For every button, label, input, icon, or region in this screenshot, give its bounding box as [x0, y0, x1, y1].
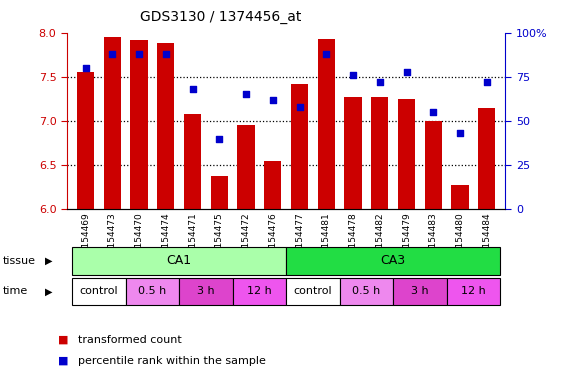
- Text: control: control: [293, 286, 332, 296]
- Bar: [264, 161, 281, 209]
- Point: [81, 65, 90, 71]
- Text: 12 h: 12 h: [247, 286, 272, 296]
- Text: ▶: ▶: [45, 256, 52, 266]
- Point: [456, 130, 465, 136]
- Text: control: control: [80, 286, 118, 296]
- Text: tissue: tissue: [3, 256, 36, 266]
- Point: [268, 97, 277, 103]
- Bar: [103, 37, 121, 209]
- Bar: [451, 185, 469, 209]
- Text: ■: ■: [58, 356, 69, 366]
- Point: [134, 51, 144, 57]
- Point: [214, 136, 224, 142]
- Point: [402, 68, 411, 74]
- Text: 0.5 h: 0.5 h: [352, 286, 381, 296]
- Point: [107, 51, 117, 57]
- Bar: [157, 43, 174, 209]
- Bar: [77, 73, 94, 209]
- Text: transformed count: transformed count: [78, 335, 182, 345]
- Bar: [291, 84, 308, 209]
- Point: [188, 86, 197, 92]
- Bar: [345, 97, 362, 209]
- Point: [429, 109, 438, 115]
- Text: 12 h: 12 h: [461, 286, 486, 296]
- Bar: [318, 39, 335, 209]
- Bar: [184, 114, 201, 209]
- Bar: [130, 40, 148, 209]
- Text: 0.5 h: 0.5 h: [138, 286, 167, 296]
- Text: GDS3130 / 1374456_at: GDS3130 / 1374456_at: [140, 10, 302, 23]
- Bar: [371, 97, 389, 209]
- Point: [349, 72, 358, 78]
- Text: CA3: CA3: [381, 254, 406, 267]
- Bar: [210, 176, 228, 209]
- Bar: [478, 108, 496, 209]
- Text: percentile rank within the sample: percentile rank within the sample: [78, 356, 266, 366]
- Bar: [237, 125, 254, 209]
- Text: 3 h: 3 h: [197, 286, 215, 296]
- Point: [375, 79, 385, 85]
- Point: [295, 104, 304, 110]
- Text: ■: ■: [58, 335, 69, 345]
- Text: time: time: [3, 286, 28, 296]
- Text: ▶: ▶: [45, 286, 52, 296]
- Point: [482, 79, 492, 85]
- Text: 3 h: 3 h: [411, 286, 429, 296]
- Bar: [425, 121, 442, 209]
- Point: [241, 91, 250, 98]
- Point: [161, 51, 170, 57]
- Text: CA1: CA1: [167, 254, 192, 267]
- Point: [322, 51, 331, 57]
- Bar: [398, 99, 415, 209]
